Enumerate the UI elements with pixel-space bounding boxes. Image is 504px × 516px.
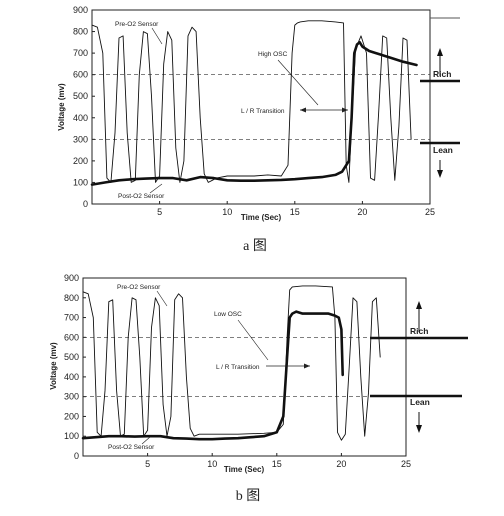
x-tick-label: 10 (222, 207, 232, 217)
annotation-lr-arrowhead-right (342, 107, 348, 113)
x-tick-label: 5 (157, 207, 162, 217)
x-tick-label: 15 (290, 207, 300, 217)
y-tick-label: 200 (73, 156, 88, 166)
annotation-high-osc-leader (277, 59, 319, 106)
plot-frame (82, 277, 407, 457)
x-tick-label: 10 (207, 459, 217, 469)
annotation-pre-o2-leader (156, 290, 168, 307)
y-axis-label: Voltage (mv) (49, 342, 58, 390)
plot-frame (91, 9, 431, 205)
x-tick-label: 25 (401, 459, 411, 469)
annotation-lr-transition: L / R Transition (216, 364, 260, 371)
x-tick-label: 15 (272, 459, 282, 469)
annotation-lr-arrowhead-right (304, 363, 310, 369)
annotation-lr-arrowhead-left (300, 107, 306, 113)
y-axis-label: Voltage (mv) (57, 83, 66, 131)
y-tick-label: 600 (73, 70, 88, 80)
y-tick-label: 700 (64, 313, 79, 323)
y-tick-label: 300 (73, 134, 88, 144)
x-axis-label: Time (Sec) (241, 213, 282, 222)
chart-b: 0 100 200 300 400 500 600 700 800 900 5 10 15 20 25 T… (49, 273, 468, 504)
y-tick-label: 400 (64, 372, 79, 382)
annotation-lr-transition: L / R Transition (241, 108, 285, 115)
y-tick-label: 0 (83, 199, 88, 209)
x-tick-label: 20 (357, 207, 367, 217)
caption-b: b 图 (236, 489, 261, 504)
post-o2-sensor-line (81, 310, 345, 441)
lean-label: Lean (410, 397, 430, 407)
annotation-pre-o2: Pre-O2 Sensor (117, 284, 161, 291)
annotation-pre-o2: Pre-O2 Sensor (115, 21, 159, 28)
chart-a: 0 100 200 300 400 500 600 700 800 900 5 10 15 20 25 T… (57, 5, 460, 254)
lean-arrowhead-down-icon (437, 170, 443, 178)
pre-o2-sensor-line (82, 285, 381, 441)
caption-a: a 图 (243, 239, 267, 254)
y-tick-label: 0 (74, 451, 79, 461)
rich-arrowhead-up-icon (416, 301, 422, 309)
x-tick-label: 5 (145, 459, 150, 469)
annotation-pre-o2-leader (151, 27, 163, 45)
lean-arrowhead-down-icon (416, 425, 422, 433)
x-tick-label: 25 (425, 207, 435, 217)
y-tick-label: 700 (73, 48, 88, 58)
post-o2-sensor-line (90, 40, 418, 186)
x-tick-label: 20 (336, 459, 346, 469)
annotation-post-o2-leader (149, 183, 163, 194)
y-tick-label: 800 (73, 27, 88, 37)
pre-o2-sensor-line (91, 20, 412, 183)
y-tick-label: 100 (73, 177, 88, 187)
y-tick-label: 900 (64, 273, 79, 283)
y-tick-label: 500 (73, 91, 88, 101)
lean-label: Lean (433, 145, 453, 155)
y-tick-label: 200 (64, 411, 79, 421)
annotation-low-osc-leader (237, 319, 269, 361)
annotation-low-osc: Low OSC (214, 311, 242, 318)
y-tick-label: 400 (73, 113, 88, 123)
annotation-high-osc: High OSC (258, 51, 288, 58)
y-tick-label: 800 (64, 293, 79, 303)
rich-label: Rich (433, 69, 451, 79)
annotation-post-o2-leader (141, 436, 151, 445)
rich-label: Rich (410, 326, 428, 336)
y-tick-label: 900 (73, 5, 88, 15)
y-tick-label: 600 (64, 332, 79, 342)
rich-arrowhead-up-icon (437, 48, 443, 56)
annotation-post-o2: Post-O2 Sensor (118, 193, 165, 200)
y-tick-label: 100 (64, 431, 79, 441)
annotation-post-o2: Post-O2 Sensor (108, 444, 155, 451)
y-tick-label: 300 (64, 392, 79, 402)
y-tick-label: 500 (64, 352, 79, 362)
x-axis-label: Time (Sec) (224, 465, 265, 474)
